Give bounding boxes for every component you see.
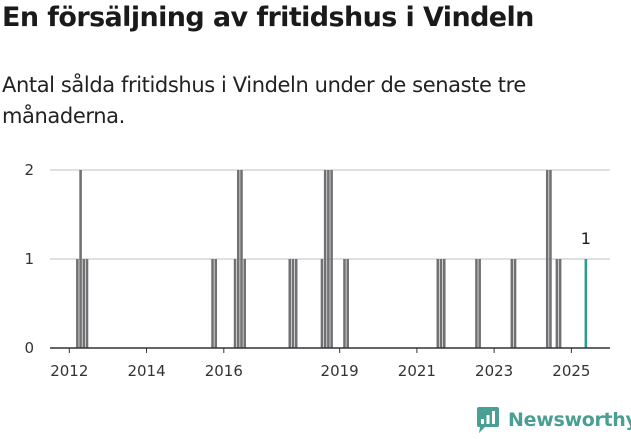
- bar: [82, 259, 86, 348]
- chart-subtitle: Antal sålda fritidshus i Vindeln under d…: [2, 73, 526, 128]
- annotations: 1: [581, 229, 591, 248]
- y-tick-label: 1: [24, 250, 34, 268]
- bar: [233, 259, 237, 348]
- bar: [79, 170, 82, 348]
- x-tick-label: 2025: [552, 362, 590, 380]
- chart-title: En försäljning av fritidshus i Vindeln: [2, 2, 534, 33]
- bar: [291, 259, 295, 348]
- bar: [545, 170, 549, 348]
- bar: [442, 259, 446, 348]
- bar: [294, 259, 298, 348]
- bar: [558, 259, 562, 348]
- x-tick-label: 2012: [50, 362, 88, 380]
- bar: [320, 259, 324, 348]
- bar: [76, 259, 79, 348]
- bar: [513, 259, 517, 348]
- bar-chart: 0 1 2 2012 2014 2016 2019 2021 2023 2025 1: [24, 161, 610, 380]
- bar: [330, 170, 333, 348]
- x-tick-label: 2016: [205, 362, 243, 380]
- y-tick-label: 2: [24, 161, 34, 179]
- bar: [211, 259, 214, 348]
- x-axis-ticks: 2012 2014 2016 2019 2021 2023 2025: [50, 348, 590, 380]
- bar: [439, 259, 443, 348]
- y-axis-ticks: 0 1 2: [24, 161, 34, 357]
- bar: [478, 259, 481, 348]
- brand-name: Newsworthy: [508, 409, 631, 431]
- bar: [346, 259, 349, 348]
- y-tick-label: 0: [24, 339, 34, 357]
- x-tick-label: 2019: [321, 362, 359, 380]
- bar: [327, 170, 330, 348]
- bars: [76, 170, 588, 348]
- bar: [240, 170, 243, 348]
- data-label: 1: [581, 229, 591, 248]
- x-tick-label: 2023: [475, 362, 513, 380]
- bar: [475, 259, 478, 348]
- bar: [555, 259, 559, 348]
- bar: [343, 259, 346, 348]
- bar: [549, 170, 552, 348]
- bar: [323, 170, 327, 348]
- bar: [236, 170, 240, 348]
- brand-logo: Newsworthy: [475, 406, 631, 434]
- gridlines: [50, 169, 610, 260]
- x-tick-label: 2014: [127, 362, 165, 380]
- bar-highlight: [584, 259, 588, 348]
- bar: [214, 259, 218, 348]
- bar: [436, 259, 440, 348]
- bar: [510, 259, 514, 348]
- newsworthy-logo-icon: [477, 407, 499, 433]
- bar: [243, 259, 246, 348]
- bar: [288, 259, 292, 348]
- bar: [85, 259, 89, 348]
- x-tick-label: 2021: [398, 362, 436, 380]
